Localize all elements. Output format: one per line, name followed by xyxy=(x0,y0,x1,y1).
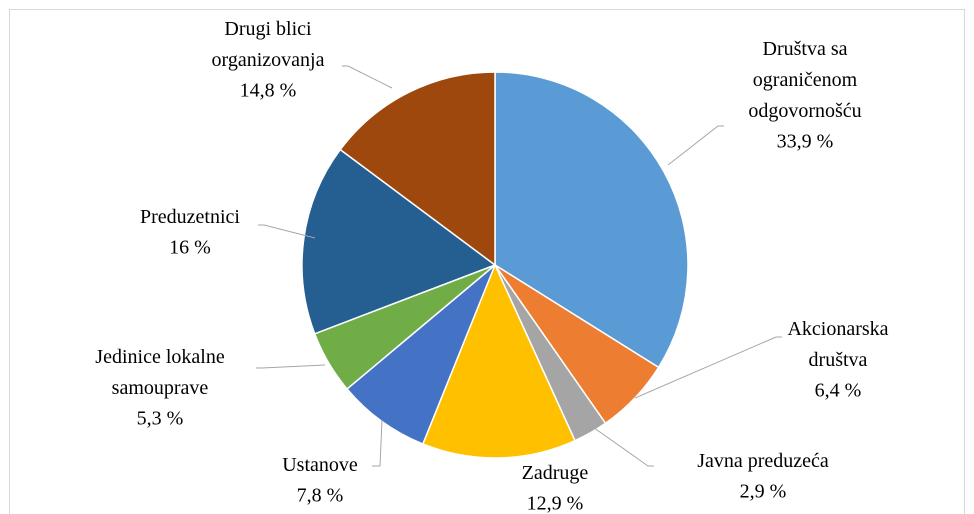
value-label: 5,3 % xyxy=(137,408,184,430)
label-line: ograničenom xyxy=(753,69,858,91)
pie-slice xyxy=(421,263,576,459)
value-label: 16 % xyxy=(169,237,211,259)
value-label: 6,4 % xyxy=(815,380,862,402)
label-line: Javna preduzeća xyxy=(697,450,829,472)
label-line: Zadruge xyxy=(522,462,589,484)
slice-label: Preduzetnici xyxy=(140,206,240,228)
slice-label: Ustanove xyxy=(282,454,358,476)
pie-slice xyxy=(339,71,496,267)
value-label: 2,9 % xyxy=(740,481,787,503)
pie-slice xyxy=(301,148,497,335)
slice-label: Društva sa ograničenom odgovornošću xyxy=(748,38,861,122)
label-line: organizovanja xyxy=(212,49,325,71)
pie-slice xyxy=(494,71,689,369)
slice-label: Akcionarska društva xyxy=(787,318,888,371)
label-line: Akcionarska xyxy=(787,318,888,340)
label-line: odgovornošću xyxy=(748,100,861,122)
leader-line xyxy=(342,65,393,89)
leader-line xyxy=(372,419,383,467)
leader-line xyxy=(634,336,782,399)
slice-label: Zadruge xyxy=(522,462,589,484)
value-label: 7,8 % xyxy=(297,485,344,507)
leader-line xyxy=(667,125,724,166)
label-line: Drugi blici xyxy=(224,18,312,40)
leader-line xyxy=(256,364,326,369)
slice-label: Jedinice lokalne samouprave xyxy=(95,346,225,399)
leader-line xyxy=(589,424,654,467)
value-label: 33,9 % xyxy=(777,131,834,153)
label-line: Ustanove xyxy=(282,454,358,476)
slice-label: Javna preduzeća xyxy=(697,450,829,472)
slice-label: Drugi blici organizovanja xyxy=(212,18,325,71)
label-line: Društva sa xyxy=(763,38,848,60)
label-line: društva xyxy=(809,349,868,371)
label-line: Jedinice lokalne xyxy=(95,346,225,368)
value-label: 12,9 % xyxy=(527,493,584,514)
value-label: 14,8 % xyxy=(240,80,297,102)
label-line: samouprave xyxy=(112,377,209,399)
label-line: Preduzetnici xyxy=(140,206,240,228)
leader-line xyxy=(258,224,316,239)
